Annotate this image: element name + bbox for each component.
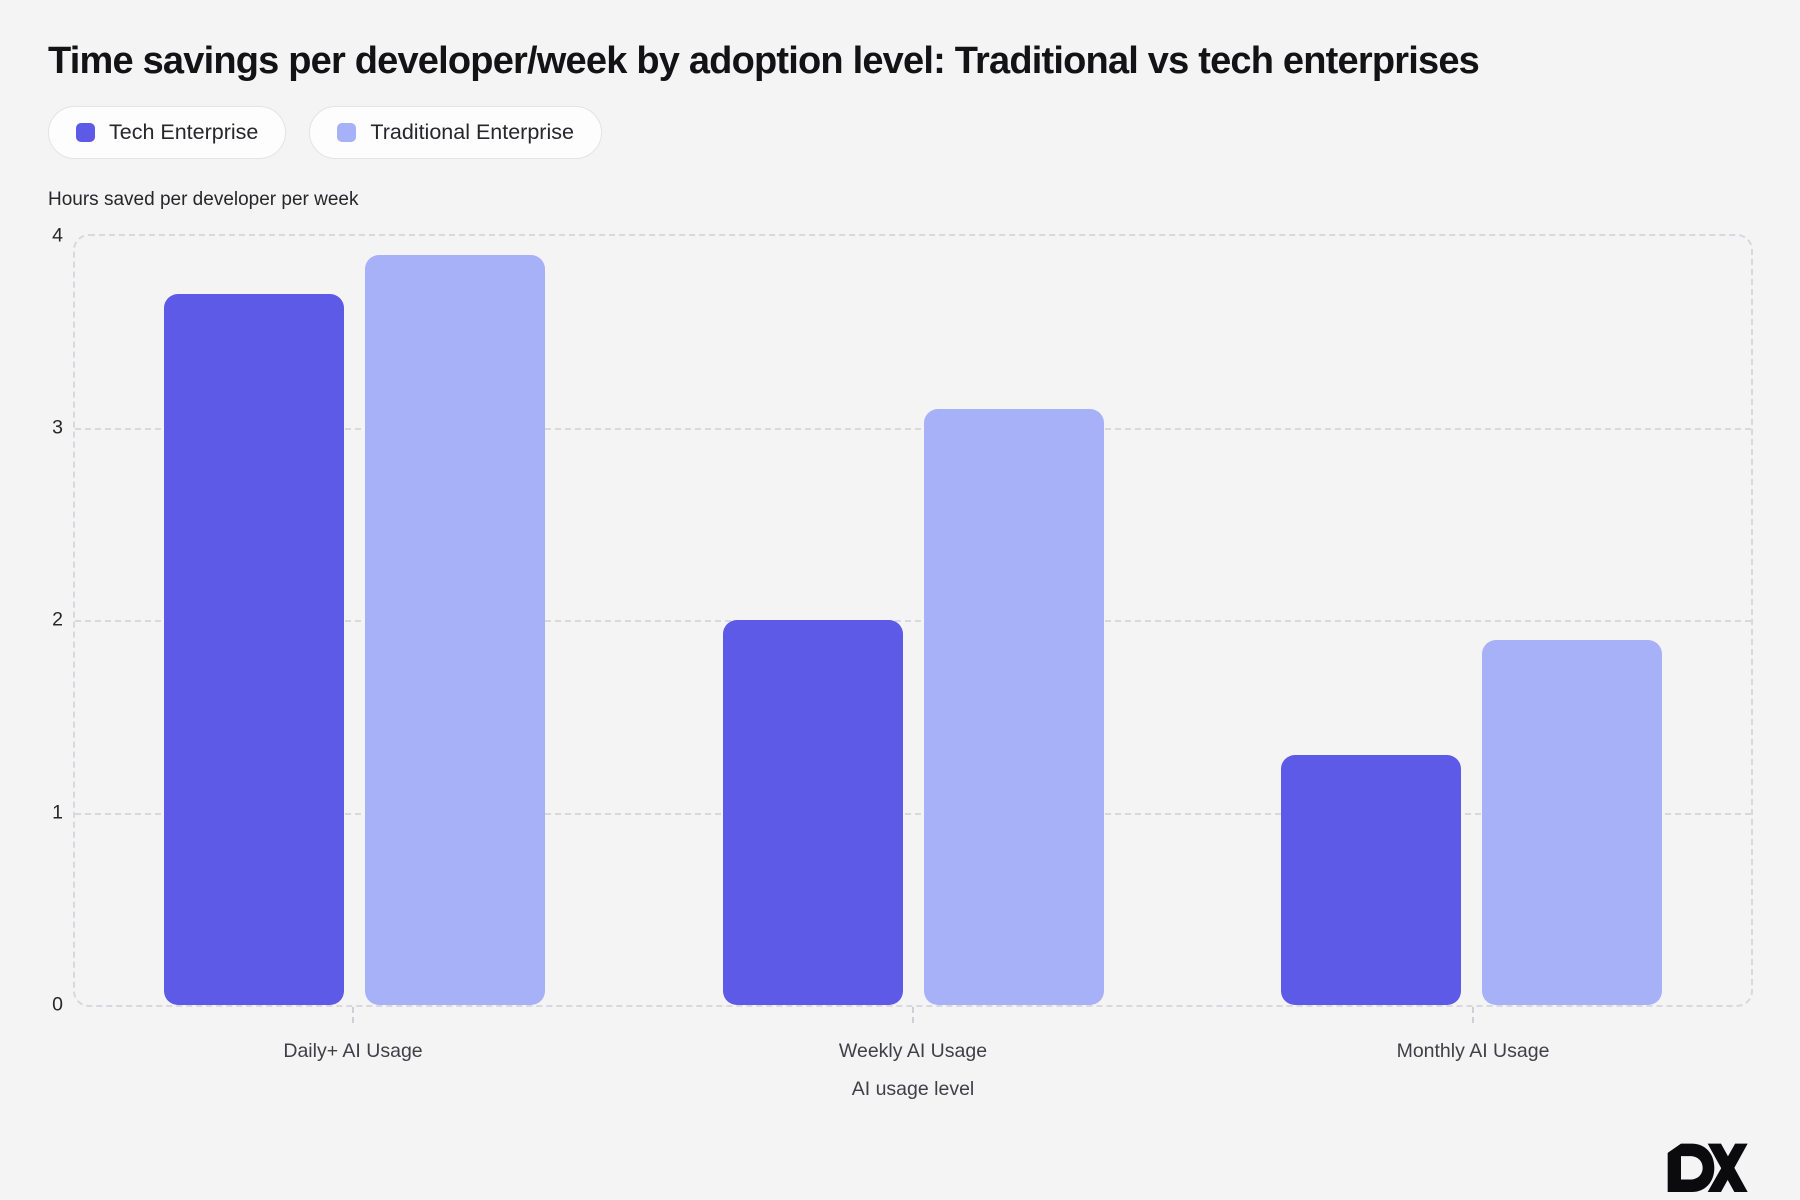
- legend-item-traditional-enterprise[interactable]: Traditional Enterprise: [309, 105, 602, 159]
- legend-label-traditional: Traditional Enterprise: [370, 119, 574, 144]
- bar-group-daily: [75, 236, 634, 1005]
- y-tick-label-4: 4: [52, 224, 63, 247]
- bar-tech-weekly[interactable]: [722, 620, 903, 1005]
- legend-swatch-tech-icon: [76, 122, 95, 142]
- x-category-daily: Daily+ AI Usage: [73, 1006, 633, 1063]
- x-tick-mark-monthly: [1472, 1006, 1474, 1023]
- plot-wrapper: 4 3 2 1 0: [52, 226, 1753, 1101]
- dx-logo: [1664, 1142, 1748, 1192]
- bar-tech-monthly[interactable]: [1281, 754, 1462, 1005]
- bar-traditional-monthly[interactable]: [1482, 639, 1663, 1005]
- y-tick-label-3: 3: [52, 416, 63, 439]
- x-tick-label-weekly: Weekly AI Usage: [838, 1039, 988, 1062]
- y-tick-label-0: 0: [52, 993, 63, 1016]
- legend-swatch-traditional-icon: [337, 122, 357, 142]
- plot-area: 4 3 2 1 0: [52, 226, 1753, 1014]
- legend: Tech Enterprise Traditional Enterprise: [48, 105, 1752, 159]
- y-tick-label-2: 2: [52, 608, 63, 631]
- x-tick-label-daily: Daily+ AI Usage: [283, 1039, 423, 1062]
- x-axis: Daily+ AI Usage Weekly AI Usage Monthly …: [73, 1006, 1753, 1063]
- y-axis-title: Hours saved per developer per week: [48, 188, 359, 210]
- bar-traditional-daily[interactable]: [364, 255, 545, 1005]
- x-category-weekly: Weekly AI Usage: [633, 1006, 1193, 1063]
- x-tick-mark-daily: [352, 1006, 354, 1023]
- gridline-3: [75, 428, 1751, 431]
- gridline-1: [75, 812, 1751, 815]
- x-axis-title: AI usage level: [851, 1077, 975, 1100]
- bar-group-monthly: [1192, 236, 1751, 1005]
- x-tick-mark-weekly: [912, 1006, 914, 1023]
- dx-logo-icon: [1667, 1143, 1748, 1192]
- bar-traditional-weekly[interactable]: [923, 408, 1104, 1005]
- chart-canvas: Time savings per developer/week by adopt…: [0, 40, 1800, 1200]
- gridline-2: [75, 620, 1751, 623]
- chart-title: Time savings per developer/week by adopt…: [48, 40, 1480, 82]
- y-tick-label-1: 1: [52, 800, 63, 823]
- legend-label-tech: Tech Enterprise: [109, 119, 259, 144]
- x-tick-label-monthly: Monthly AI Usage: [1396, 1039, 1550, 1062]
- bars-layer: [75, 236, 1751, 1005]
- legend-item-tech-enterprise[interactable]: Tech Enterprise: [48, 105, 287, 159]
- bar-tech-daily[interactable]: [163, 293, 344, 1005]
- bar-group-weekly: [634, 236, 1193, 1005]
- x-category-monthly: Monthly AI Usage: [1193, 1006, 1753, 1063]
